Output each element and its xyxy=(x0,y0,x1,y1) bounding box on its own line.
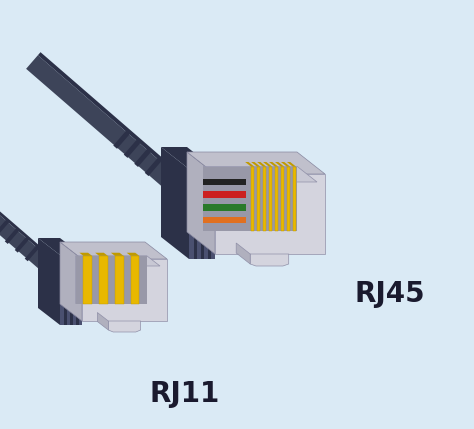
Polygon shape xyxy=(269,162,278,166)
Polygon shape xyxy=(70,255,73,325)
Polygon shape xyxy=(269,166,272,231)
Polygon shape xyxy=(131,256,139,304)
Text: RJ45: RJ45 xyxy=(355,280,426,308)
Polygon shape xyxy=(76,256,160,266)
Polygon shape xyxy=(60,255,82,325)
Polygon shape xyxy=(111,253,124,256)
Polygon shape xyxy=(97,312,109,330)
Polygon shape xyxy=(134,149,151,167)
Polygon shape xyxy=(236,243,250,264)
Polygon shape xyxy=(281,162,290,166)
Polygon shape xyxy=(293,166,296,231)
Polygon shape xyxy=(275,166,278,231)
Polygon shape xyxy=(161,147,189,259)
Polygon shape xyxy=(176,149,204,169)
Polygon shape xyxy=(76,256,147,304)
Polygon shape xyxy=(38,238,82,255)
Polygon shape xyxy=(76,255,79,325)
Polygon shape xyxy=(203,166,223,231)
Polygon shape xyxy=(60,242,82,321)
Polygon shape xyxy=(287,162,296,166)
Polygon shape xyxy=(25,245,39,261)
Polygon shape xyxy=(76,256,89,304)
Polygon shape xyxy=(82,259,167,321)
Polygon shape xyxy=(203,166,317,182)
Polygon shape xyxy=(99,256,108,304)
Polygon shape xyxy=(127,253,139,256)
Polygon shape xyxy=(187,152,215,254)
Polygon shape xyxy=(245,162,255,166)
Polygon shape xyxy=(203,204,246,211)
Polygon shape xyxy=(124,140,140,158)
Polygon shape xyxy=(115,256,124,304)
Polygon shape xyxy=(109,321,141,332)
Polygon shape xyxy=(26,55,188,199)
Polygon shape xyxy=(208,169,211,259)
Polygon shape xyxy=(161,147,215,169)
Polygon shape xyxy=(194,169,197,259)
Polygon shape xyxy=(250,254,289,266)
Polygon shape xyxy=(287,166,290,231)
Polygon shape xyxy=(113,130,130,149)
Polygon shape xyxy=(263,166,266,231)
Polygon shape xyxy=(0,219,9,236)
Text: RJ11: RJ11 xyxy=(150,380,220,408)
Polygon shape xyxy=(183,149,211,169)
Polygon shape xyxy=(203,178,246,185)
Polygon shape xyxy=(215,174,325,254)
Polygon shape xyxy=(189,169,215,259)
Polygon shape xyxy=(145,158,162,176)
Polygon shape xyxy=(203,166,297,231)
Polygon shape xyxy=(5,228,19,244)
Polygon shape xyxy=(64,255,67,325)
Polygon shape xyxy=(201,169,204,259)
Polygon shape xyxy=(251,162,260,166)
Polygon shape xyxy=(38,52,191,185)
Polygon shape xyxy=(203,191,246,198)
Polygon shape xyxy=(79,253,92,256)
Polygon shape xyxy=(60,242,167,259)
Polygon shape xyxy=(15,236,29,253)
Polygon shape xyxy=(95,253,108,256)
Polygon shape xyxy=(203,217,246,224)
Polygon shape xyxy=(0,142,62,267)
Polygon shape xyxy=(281,166,284,231)
Polygon shape xyxy=(257,166,260,231)
Polygon shape xyxy=(169,149,197,169)
Polygon shape xyxy=(0,144,60,279)
Polygon shape xyxy=(38,238,60,325)
Polygon shape xyxy=(275,162,284,166)
Polygon shape xyxy=(257,162,266,166)
Polygon shape xyxy=(187,152,325,174)
Polygon shape xyxy=(251,166,255,231)
Polygon shape xyxy=(83,256,92,304)
Polygon shape xyxy=(263,162,272,166)
